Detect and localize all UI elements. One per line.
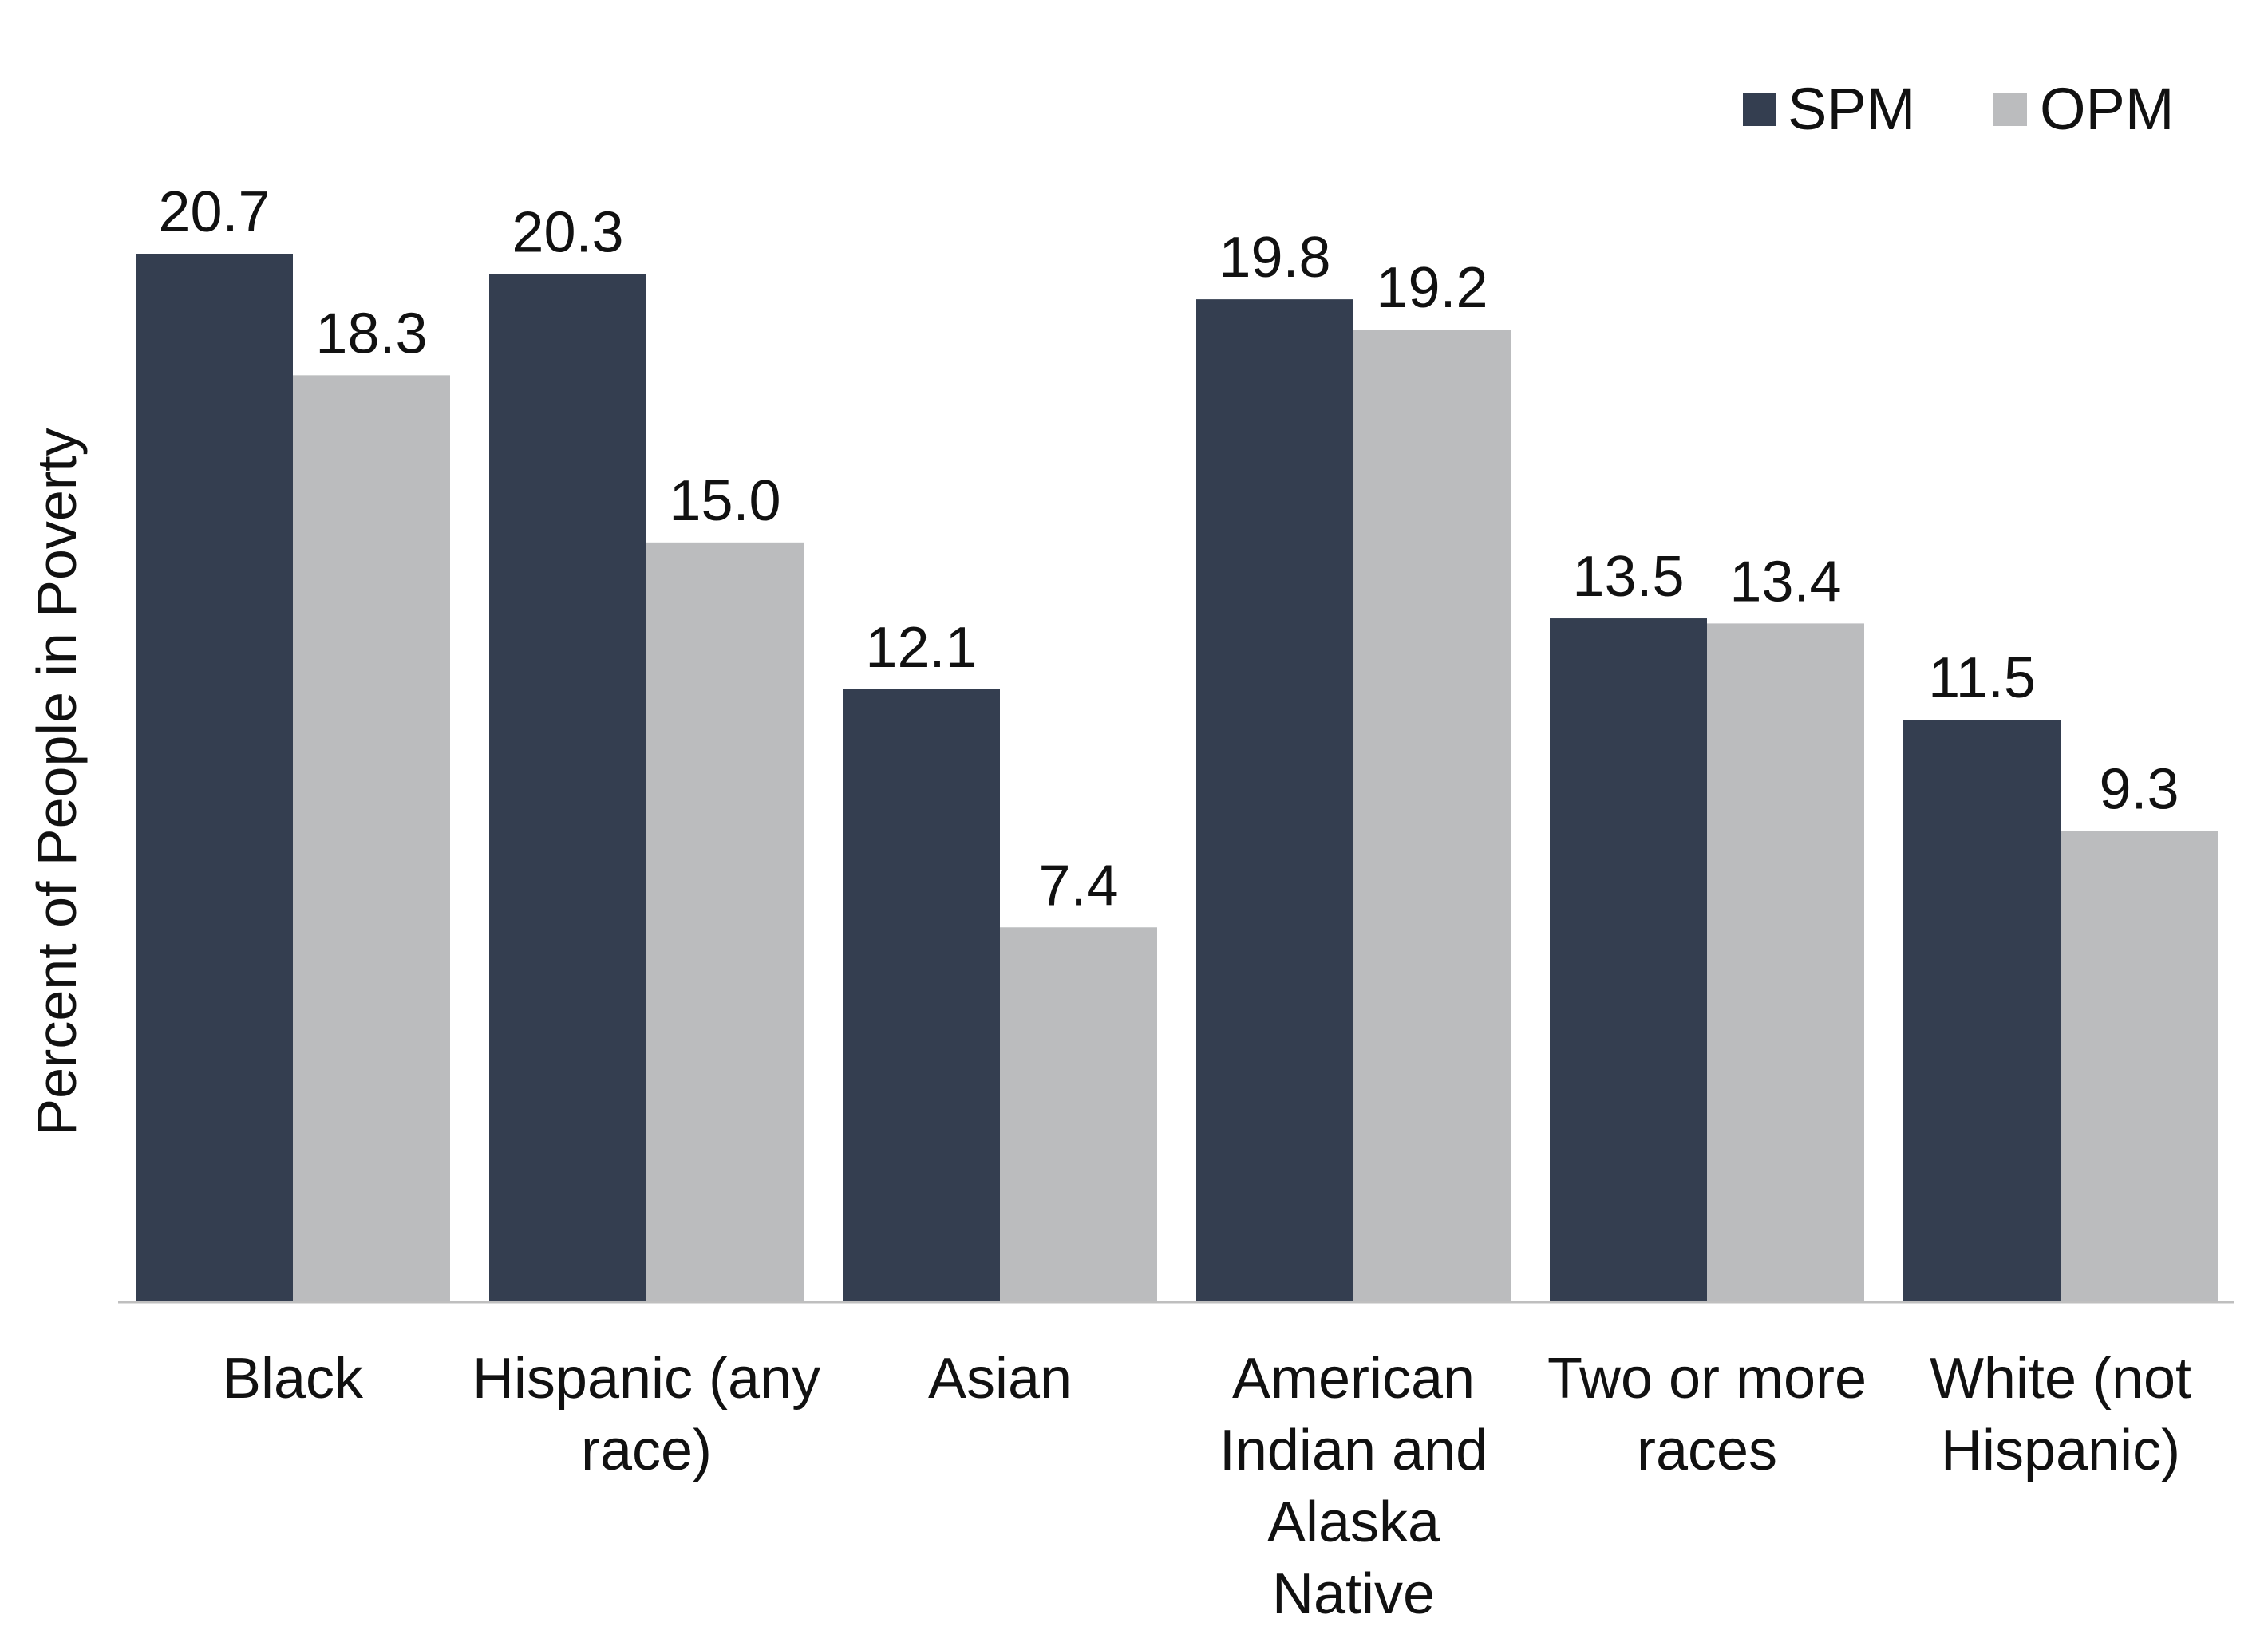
category-label-line: Hispanic (any	[472, 1347, 820, 1411]
data-label-spm-3: 19.8	[1219, 226, 1330, 290]
data-label-opm-2: 7.4	[1038, 854, 1118, 918]
category-label-5: White (not Hispanic)	[1930, 1347, 2191, 1482]
value-labels-group: 20.7 18.3 20.3 15.0 12.1 7.4 19.8 19.2 13.5 13.4 1…	[158, 180, 2179, 918]
data-label-opm-0: 18.3	[315, 302, 427, 365]
data-label-opm-5: 9.3	[2099, 758, 2179, 822]
category-label-line: Black	[223, 1347, 364, 1411]
bar-opm-3	[1353, 330, 1511, 1302]
category-label-line: Hispanic)	[1941, 1419, 2180, 1482]
data-label-spm-0: 20.7	[158, 180, 270, 244]
category-label-line: Indian and	[1219, 1419, 1488, 1482]
category-label-line: Native	[1272, 1562, 1435, 1626]
category-label-line: Alaska	[1267, 1490, 1440, 1554]
data-label-spm-1: 20.3	[512, 200, 623, 264]
bar-spm-4	[1550, 618, 1707, 1302]
category-label-2: Asian	[928, 1347, 1072, 1411]
bar-spm-1	[489, 274, 646, 1302]
bar-opm-4	[1707, 623, 1864, 1302]
legend-label-spm: SPM	[1788, 76, 1915, 142]
y-axis-label: Percent of People in Poverty	[26, 428, 88, 1135]
bar-spm-2	[843, 689, 1000, 1302]
bar-spm-3	[1196, 299, 1353, 1303]
category-label-line: Two or more	[1547, 1347, 1867, 1411]
category-label-line: Asian	[928, 1347, 1072, 1411]
data-label-opm-4: 13.4	[1729, 550, 1841, 614]
legend-swatch-opm	[1993, 93, 2027, 126]
bar-spm-5	[1903, 720, 2061, 1302]
legend-swatch-spm	[1743, 93, 1776, 126]
category-label-line: race)	[581, 1419, 712, 1482]
data-label-spm-4: 13.5	[1572, 545, 1684, 609]
category-label-1: Hispanic (any race)	[472, 1347, 820, 1482]
legend-label-opm: OPM	[2040, 76, 2175, 142]
category-labels-group: Black Hispanic (any race) Asian American Indi…	[223, 1347, 2191, 1626]
legend: SPM OPM	[1743, 76, 2175, 142]
data-label-spm-2: 12.1	[865, 616, 977, 680]
category-label-3: American Indian and Alaska Native	[1219, 1347, 1488, 1626]
category-label-4: Two or more races	[1547, 1347, 1867, 1482]
bar-opm-5	[2061, 831, 2218, 1302]
bar-opm-1	[646, 542, 804, 1302]
category-label-line: White (not	[1930, 1347, 2191, 1411]
bar-opm-2	[1000, 927, 1157, 1302]
category-label-line: American	[1232, 1347, 1475, 1411]
data-label-opm-1: 15.0	[669, 469, 780, 533]
bar-spm-0	[136, 254, 293, 1302]
bars-group	[136, 254, 2218, 1303]
data-label-opm-3: 19.2	[1376, 256, 1488, 320]
category-label-0: Black	[223, 1347, 364, 1411]
data-label-spm-5: 11.5	[1928, 646, 2036, 710]
category-label-line: races	[1637, 1419, 1777, 1482]
bar-opm-0	[293, 375, 450, 1302]
